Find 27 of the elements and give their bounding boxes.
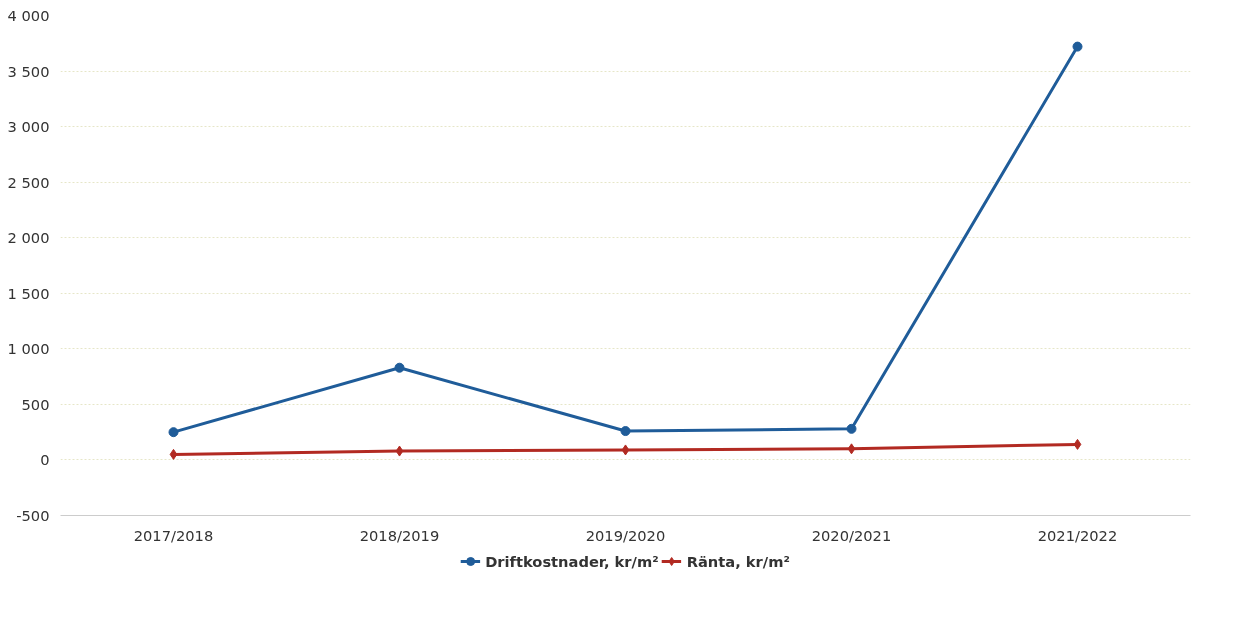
y-tick-label: 1 000: [7, 340, 50, 358]
y-tick-label: -500: [16, 507, 50, 524]
point: [847, 443, 856, 455]
point: [1073, 438, 1082, 450]
point: [620, 426, 631, 437]
x-tick-label: 2017/2018: [133, 526, 214, 544]
x-tick-label: 2021/2022: [1037, 526, 1118, 544]
x-tick-label: 2020/2021: [811, 526, 892, 544]
point: [1072, 41, 1083, 52]
y-tick-label: 4 000: [7, 7, 50, 24]
point: [169, 448, 178, 460]
y-tick-label: 2 000: [7, 229, 50, 247]
legend-label: Ränta, kr/m²: [686, 552, 790, 570]
point: [394, 362, 405, 373]
y-tick-label: 3 000: [7, 118, 50, 136]
point: [395, 445, 404, 457]
y-tick-label: 3 500: [7, 62, 50, 80]
y-tick-label: 500: [21, 395, 50, 413]
point: [846, 423, 857, 434]
legend-label: Driftkostnader, kr/m²: [485, 552, 659, 570]
y-tick-label: 2 500: [7, 173, 50, 191]
x-tick-label: 2018/2019: [359, 526, 440, 544]
x-tick-label: 2019/2020: [585, 526, 666, 544]
point: [168, 427, 179, 438]
point: [621, 444, 630, 456]
y-tick-label: 0: [40, 451, 50, 469]
y-tick-label: 1 500: [7, 284, 50, 302]
